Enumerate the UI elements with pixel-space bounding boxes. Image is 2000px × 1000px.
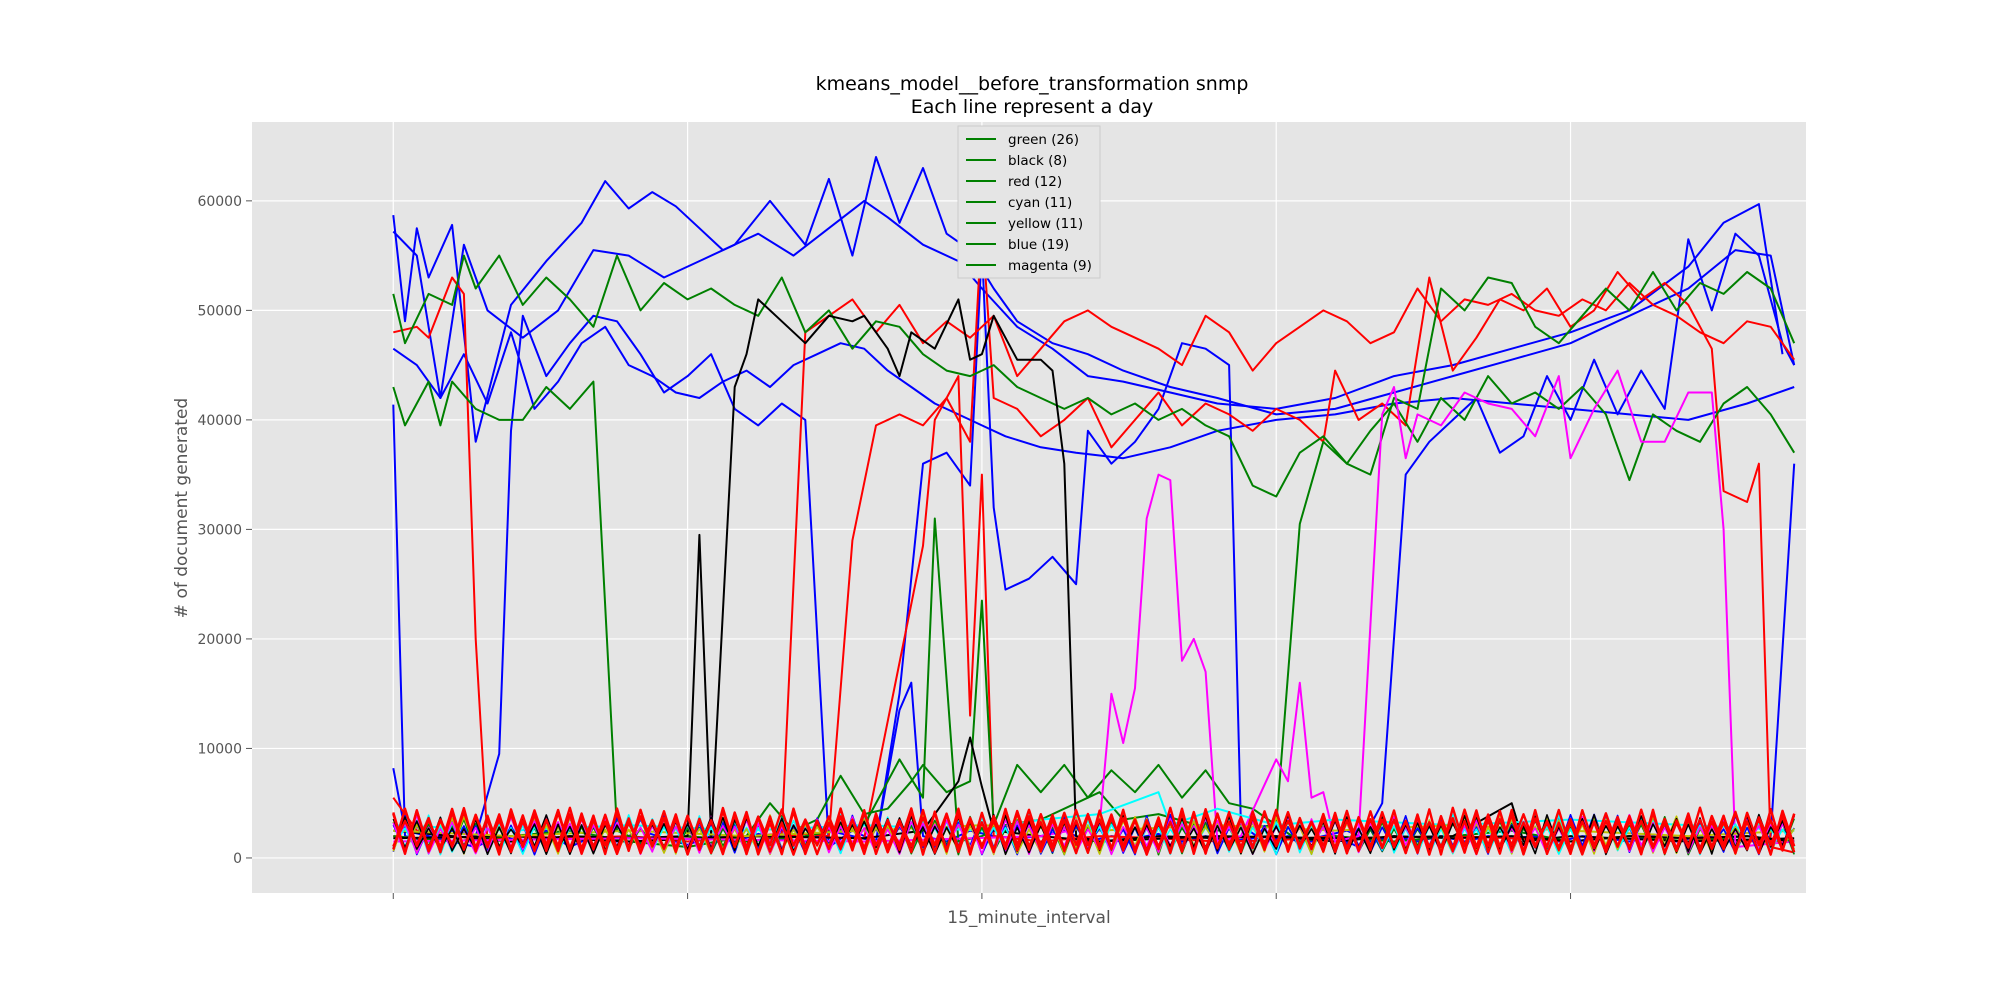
chart-title: kmeans_model__before_transformation snmp: [816, 73, 1249, 95]
y-tick-label: 0: [233, 851, 242, 867]
y-tick-label: 50000: [197, 303, 242, 319]
ticks: 0 10000 20000 30000 40000 50000 60000: [197, 194, 1572, 899]
y-tick-label: 60000: [197, 194, 242, 210]
y-tick-label: 20000: [197, 632, 242, 648]
low-series-red: [392, 807, 1796, 856]
legend-label: red (12): [1008, 174, 1062, 190]
legend-label: yellow (11): [1008, 216, 1083, 232]
series-line-green: [392, 254, 1796, 498]
legend-label: black (8): [1008, 153, 1067, 169]
y-tick-label: 40000: [197, 413, 242, 429]
y-tick-label: 30000: [197, 522, 242, 538]
y-axis-label: # of document generated: [172, 398, 192, 618]
chart-subtitle: Each line represent a day: [911, 96, 1153, 118]
series-line-green: [392, 375, 1796, 843]
legend-label: blue (19): [1008, 237, 1069, 253]
legend-label: green (26): [1008, 132, 1079, 148]
series-line-blue: [392, 156, 1796, 416]
x-axis-label: 15_minute_interval: [947, 908, 1110, 928]
y-tick-label: 10000: [197, 741, 242, 757]
legend-label: cyan (11): [1008, 195, 1072, 211]
series-line-blue: [392, 180, 1784, 443]
legend-label: magenta (9): [1008, 258, 1092, 274]
series-line-blue: [392, 232, 1796, 848]
low-value-band: [392, 806, 1796, 856]
series-line-magenta: [393, 369, 1795, 848]
legend: green (26) black (8) red (12) cyan (11) yell…: [957, 125, 1101, 279]
